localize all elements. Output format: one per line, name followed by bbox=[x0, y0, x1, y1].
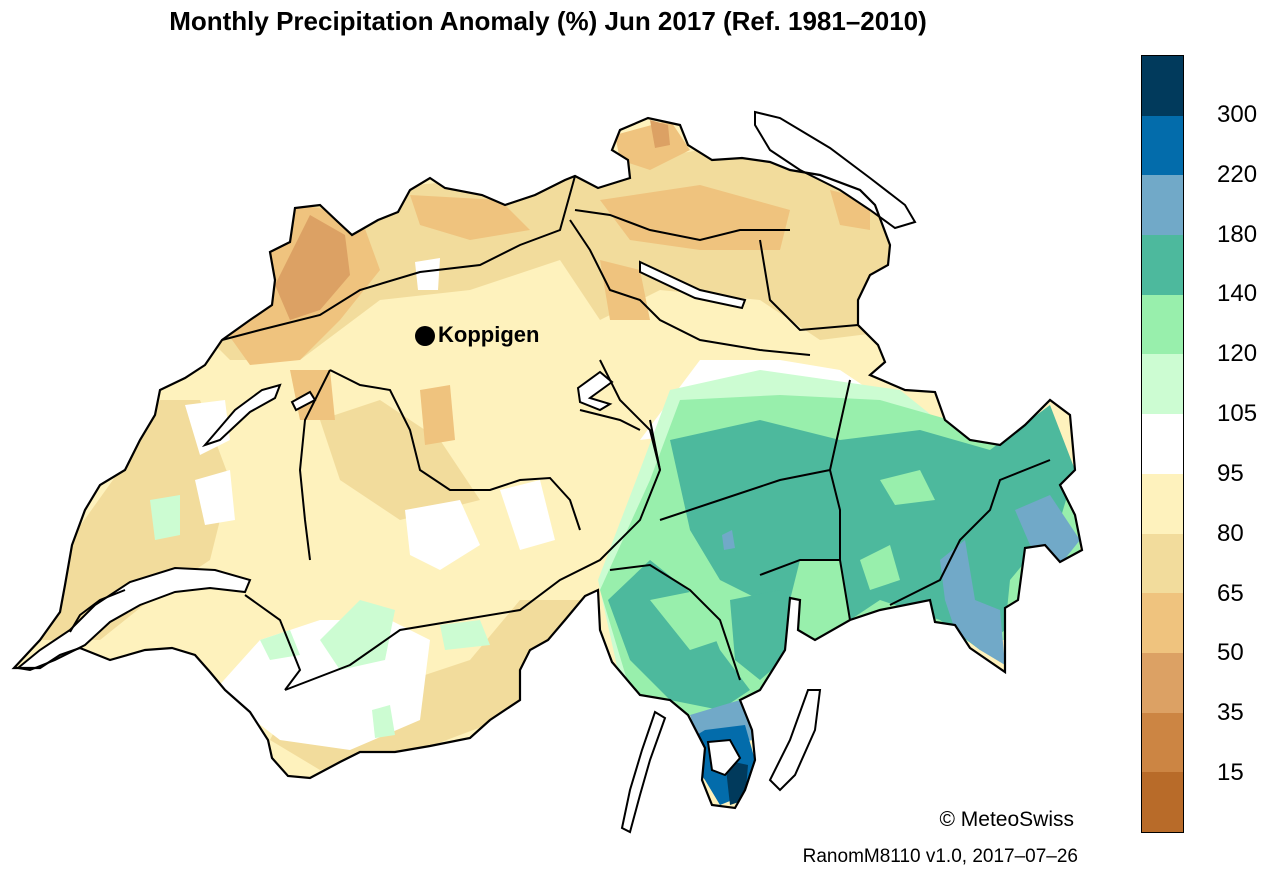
legend-tick-label: 120 bbox=[1217, 340, 1258, 368]
contour-95-105-vaud bbox=[195, 470, 235, 525]
contour-95-105-jura bbox=[415, 258, 440, 290]
map-title: Monthly Precipitation Anomaly (%) Jun 20… bbox=[169, 6, 927, 36]
legend-tick-label: 65 bbox=[1217, 579, 1244, 607]
legend-tick-label: 180 bbox=[1217, 220, 1258, 248]
border-geneva bbox=[69, 589, 126, 633]
border-uri bbox=[599, 359, 661, 471]
legend-band bbox=[1142, 652, 1183, 713]
lakes bbox=[15, 110, 917, 834]
lake-zurich bbox=[639, 260, 747, 310]
contour-50-65-bern bbox=[420, 385, 455, 445]
contour-180-220-engadin bbox=[1015, 495, 1080, 565]
contour-50-65-central bbox=[600, 260, 650, 320]
legend-tick-label: 140 bbox=[1217, 280, 1258, 308]
legend-band bbox=[1142, 533, 1183, 594]
legend-tick-label: 95 bbox=[1217, 459, 1244, 487]
koppigen-label: Koppigen bbox=[438, 322, 540, 347]
contour-95-105-central bbox=[405, 500, 480, 570]
border-bern-north bbox=[569, 219, 811, 356]
lake-constance bbox=[754, 110, 917, 230]
border-fribourg bbox=[298, 369, 331, 561]
legend-tick-label: 105 bbox=[1217, 400, 1258, 428]
border-graubuenden bbox=[659, 379, 851, 521]
version-text: RanomM8110 v1.0, 2017–07–26 bbox=[802, 846, 1078, 867]
precipitation-map bbox=[12, 110, 1084, 834]
contour-50-65-north bbox=[410, 195, 530, 240]
legend-band bbox=[1142, 56, 1183, 116]
contour-35-50-jura bbox=[275, 215, 350, 320]
legend-band bbox=[1142, 473, 1183, 534]
contour-65-80-west bbox=[40, 400, 230, 640]
contour-95-105-east bbox=[500, 480, 555, 550]
border-engadin bbox=[829, 469, 851, 621]
legend-band bbox=[1142, 772, 1183, 832]
legend-band bbox=[1142, 175, 1183, 236]
border-jura bbox=[221, 175, 576, 341]
lake-maggiore bbox=[620, 710, 667, 834]
legend-band bbox=[1142, 712, 1183, 773]
border-vaud-valais bbox=[244, 594, 302, 691]
canton-borders bbox=[69, 175, 1051, 691]
contour-50-65-ne bbox=[600, 185, 790, 250]
contour-35-50-schaffhausen bbox=[650, 120, 670, 148]
lake-como bbox=[768, 689, 822, 792]
border-engadin-east bbox=[889, 459, 1051, 606]
border-valais-north bbox=[284, 419, 662, 691]
legend-band bbox=[1142, 235, 1183, 295]
legend-tick-label: 300 bbox=[1217, 100, 1258, 128]
legend-band bbox=[1142, 354, 1183, 415]
contour-120-140-pocket-3 bbox=[880, 470, 935, 505]
contour-180-220-pocket bbox=[722, 530, 735, 550]
contour-105-120-valais bbox=[260, 630, 300, 660]
contour-105-120-valais-4 bbox=[372, 705, 395, 738]
contour-105-120-valais-2 bbox=[320, 600, 395, 670]
border-misox bbox=[759, 559, 840, 576]
legend-band bbox=[1142, 294, 1183, 355]
copyright-text: © MeteoSwiss bbox=[939, 808, 1074, 831]
border-st-gallen bbox=[759, 239, 859, 332]
legend-colorbar bbox=[1141, 55, 1184, 833]
legend-tick-label: 50 bbox=[1217, 639, 1244, 667]
legend-tick-label: 15 bbox=[1217, 759, 1244, 787]
contour-120-140-pocket-1 bbox=[860, 545, 900, 590]
lake-neuchatel bbox=[201, 383, 282, 448]
legend-tick-label: 80 bbox=[1217, 519, 1244, 547]
border-aargau bbox=[574, 209, 790, 242]
contour-120-140-pocket-2 bbox=[650, 590, 720, 650]
contour-140-180-graubuenden bbox=[670, 405, 1075, 650]
border-bern-west bbox=[329, 369, 581, 531]
lake-lugano bbox=[706, 738, 742, 777]
legend-band bbox=[1142, 115, 1183, 176]
legend-tick-label: 220 bbox=[1217, 160, 1258, 188]
contour-180-220-engadin-2 bbox=[940, 540, 1005, 665]
border-ticino bbox=[609, 563, 741, 681]
legend-band bbox=[1142, 414, 1183, 474]
lake-lucerne bbox=[576, 370, 614, 412]
legend-tick-label: 35 bbox=[1217, 699, 1244, 727]
legend-band bbox=[1142, 593, 1183, 653]
contour-50-65-schaffhausen bbox=[615, 120, 690, 170]
koppigen-marker bbox=[415, 326, 435, 346]
contour-65-80-central bbox=[320, 400, 480, 520]
contour-105-120-fribourg bbox=[150, 495, 180, 540]
border-nidwalden bbox=[579, 409, 641, 431]
contour-105-120-valais-3 bbox=[440, 620, 490, 650]
